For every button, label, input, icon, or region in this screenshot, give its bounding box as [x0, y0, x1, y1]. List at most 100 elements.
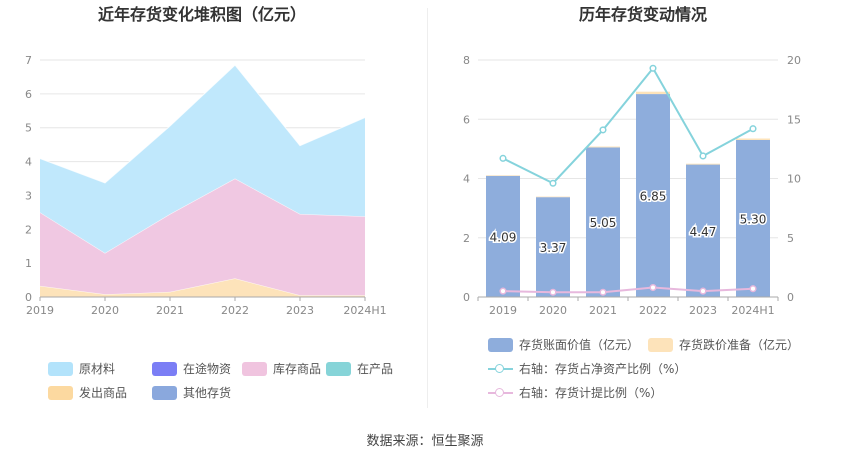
- legend-item[interactable]: 右轴：存货占净资产比例（%）: [488, 360, 686, 377]
- y-right-tick-label: 10: [787, 173, 801, 186]
- legend-swatch: [648, 337, 673, 352]
- legend-swatch: [488, 362, 513, 376]
- line-point: [749, 125, 757, 133]
- x-tick-label: 2021: [156, 304, 184, 317]
- x-tick-label: 2020: [91, 304, 119, 317]
- line-point: [749, 285, 757, 293]
- x-tick-label: 2024H1: [343, 304, 386, 317]
- legend-swatch: [326, 361, 351, 376]
- area-series-edge: [39, 64, 366, 184]
- legend-item[interactable]: 原材料: [48, 360, 115, 377]
- line-point: [649, 283, 657, 292]
- y-tick-label: 7: [25, 54, 32, 67]
- data-source-note: 数据来源：恒生聚源: [366, 434, 484, 449]
- y-left-tick-label: 0: [463, 291, 470, 304]
- stacked-area-chart: 0 1 2 3 4 5 6 7 2019 2020 2021 2022 2023 2024H1: [25, 54, 387, 317]
- area-series: [40, 178, 365, 296]
- legend-swatch: [48, 385, 73, 400]
- line-point: [649, 64, 657, 72]
- y-left-tick-label: 6: [463, 113, 470, 126]
- legend-label: 存货跌价准备（亿元）: [679, 338, 800, 352]
- line-point: [599, 288, 607, 296]
- y-right-tick-label: 15: [787, 113, 801, 126]
- bar-impairment: [636, 91, 670, 95]
- bar-data-label: 3.37: [540, 241, 567, 255]
- bar-data-label: 5.05: [590, 216, 617, 230]
- chart-divider: [427, 8, 428, 408]
- y-right-tick-label: 0: [787, 291, 794, 304]
- line-point: [549, 179, 557, 187]
- legend-label: 在产品: [357, 362, 394, 376]
- bar-book-value: [736, 139, 770, 297]
- bar-data-label: 6.85: [640, 190, 667, 204]
- bar-line-chart: 0 2 4 6 8 0 5 10 15 20 4.09 3.37 5.05 6.85 4.47 5.30 201…: [463, 54, 801, 317]
- x-tick-label: 2022: [221, 304, 249, 317]
- x-tick-label: 2022: [639, 304, 667, 317]
- bar-impairment: [686, 163, 720, 165]
- bar-book-value: [486, 175, 520, 297]
- legend-item[interactable]: 右轴：存货计提比例（%）: [488, 384, 662, 401]
- x-tick-label: 2019: [26, 304, 54, 317]
- bar-book-value: [586, 147, 620, 297]
- y-tick-label: 5: [25, 122, 32, 135]
- x-tick-label: 2021: [589, 304, 617, 317]
- legend-label: 右轴：存货占净资产比例（%）: [519, 362, 687, 376]
- area-series: [40, 65, 365, 253]
- bar-data-label: 4.09: [490, 230, 517, 244]
- legend-item[interactable]: 在途物资: [152, 360, 231, 377]
- legend-swatch: [152, 385, 177, 400]
- bar-impairment: [586, 146, 620, 148]
- bar-data-label: 5.30: [740, 212, 767, 226]
- legend-item[interactable]: 在产品: [326, 360, 393, 377]
- legend-item[interactable]: 发出商品: [48, 384, 127, 401]
- y-left-tick-label: 8: [463, 54, 470, 67]
- y-tick-label: 2: [25, 223, 32, 236]
- bar-book-value: [686, 164, 720, 297]
- legend-label: 在途物资: [183, 362, 232, 376]
- x-tick-label: 2019: [489, 304, 517, 317]
- legend-label: 发出商品: [79, 386, 128, 400]
- x-tick-label: 2023: [689, 304, 717, 317]
- bar-impairment: [736, 138, 770, 140]
- bar-impairment: [486, 175, 520, 176]
- line-series: [502, 66, 754, 185]
- legend-label: 原材料: [79, 362, 116, 376]
- y-right-tick-label: 20: [787, 54, 801, 67]
- y-left-tick-label: 4: [463, 173, 470, 186]
- bar-data-label: 4.47: [690, 225, 717, 239]
- y-tick-label: 1: [25, 257, 32, 270]
- area-series: [40, 278, 365, 297]
- x-tick-label: 2020: [539, 304, 567, 317]
- right-chart-title: 历年存货变动情况: [579, 5, 707, 24]
- legend-swatch: [488, 386, 513, 400]
- legend-swatch: [242, 361, 267, 376]
- legend-label: 其他存货: [183, 386, 232, 400]
- legend-item[interactable]: 存货账面价值（亿元）: [488, 336, 639, 353]
- line-series: [502, 286, 754, 294]
- y-tick-label: 3: [25, 189, 32, 202]
- line-point: [599, 126, 607, 134]
- y-tick-label: 6: [25, 88, 32, 101]
- left-chart-title: 近年存货变化堆积图（亿元）: [98, 5, 306, 24]
- line-point: [699, 287, 707, 295]
- line-point: [549, 288, 557, 296]
- bar-book-value: [536, 197, 570, 297]
- legend-item[interactable]: 存货跌价准备（亿元）: [648, 336, 799, 353]
- legend-label: 右轴：存货计提比例（%）: [519, 386, 663, 400]
- legend-swatch: [152, 361, 177, 376]
- x-tick-label: 2024H1: [731, 304, 774, 317]
- line-point: [699, 152, 707, 160]
- legend-swatch: [488, 337, 513, 352]
- legend-label: 存货账面价值（亿元）: [519, 338, 640, 352]
- legend-swatch: [48, 361, 73, 376]
- line-point: [499, 287, 507, 295]
- y-right-tick-label: 5: [787, 232, 794, 245]
- y-tick-label: 0: [25, 291, 32, 304]
- y-tick-label: 4: [25, 156, 32, 169]
- line-point: [499, 154, 507, 162]
- legend-item[interactable]: 其他存货: [152, 384, 231, 401]
- legend-item[interactable]: 库存商品: [242, 360, 321, 377]
- bar-impairment: [536, 196, 570, 198]
- y-left-tick-label: 2: [463, 232, 470, 245]
